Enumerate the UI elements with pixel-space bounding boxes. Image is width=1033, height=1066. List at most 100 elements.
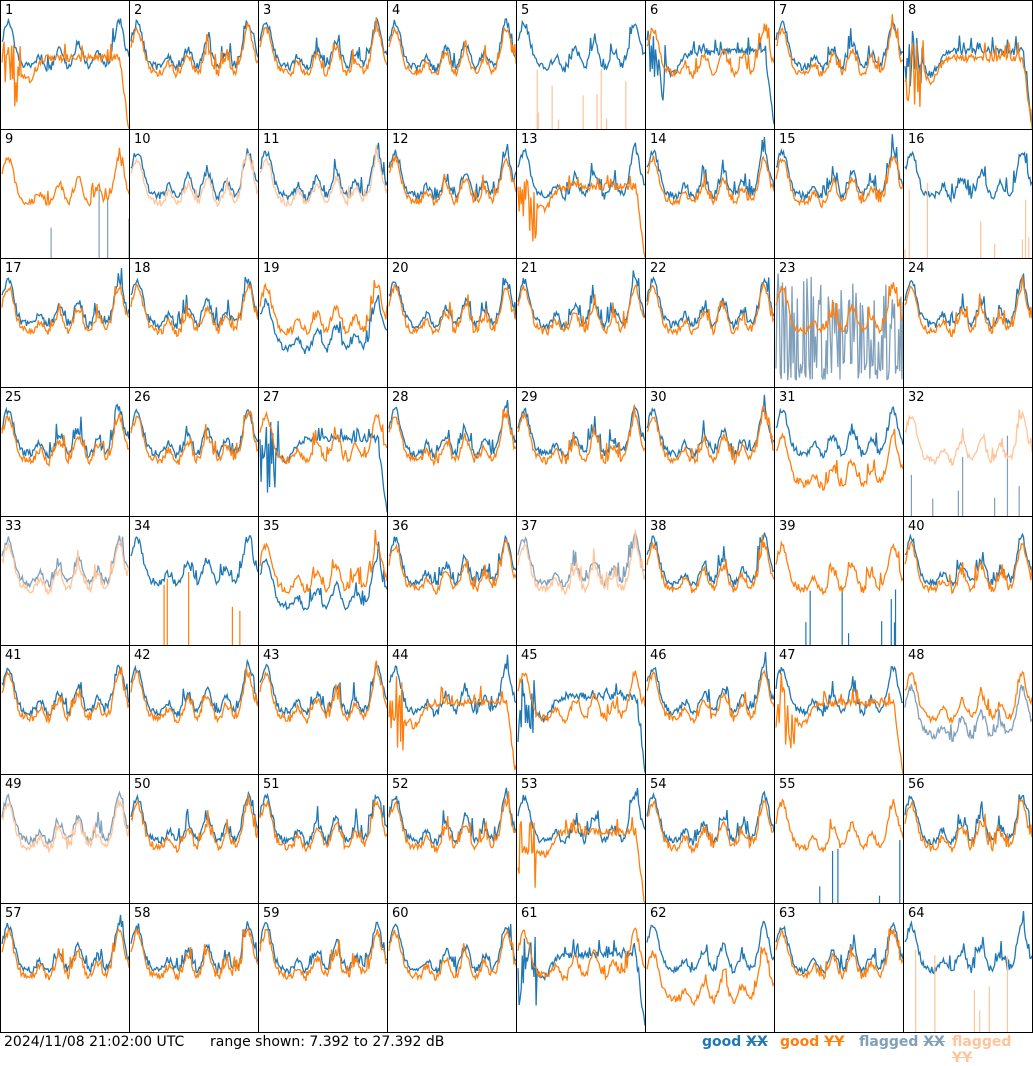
panel-number: 58	[134, 906, 151, 921]
panel-number: 47	[779, 648, 796, 663]
series-xx-line	[259, 792, 387, 848]
series-yy-line	[388, 26, 516, 77]
panel-plot	[259, 921, 387, 982]
panel-plot	[388, 143, 516, 207]
antenna-panel-4: 4	[387, 0, 516, 129]
series-yy-line	[904, 275, 1032, 338]
antenna-panel-41: 41	[0, 645, 129, 774]
panel-number: 18	[134, 261, 151, 276]
antenna-panel-25: 25	[0, 387, 129, 516]
series-yy-line	[259, 280, 387, 336]
footer: 2024/11/08 21:02:00 UTC range shown: 7.3…	[0, 1033, 1033, 1066]
panel-number: 60	[392, 906, 409, 921]
panel-plot	[775, 665, 903, 774]
panel-plot	[646, 276, 774, 337]
panel-number: 3	[263, 3, 272, 18]
antenna-panel-27: 27	[258, 387, 387, 516]
series-yy-line	[259, 660, 387, 724]
antenna-panel-26: 26	[129, 387, 258, 516]
panel-plot	[775, 798, 903, 903]
series-yy-line	[1, 284, 129, 336]
series-xx-line	[1, 268, 129, 330]
series-yy-line	[904, 409, 1032, 467]
series-yy-line	[388, 791, 516, 855]
antenna-panel-15: 15	[774, 129, 903, 258]
panel-number: 36	[392, 519, 409, 534]
antenna-panel-16: 16	[903, 129, 1032, 258]
series-yy-line	[130, 21, 258, 79]
panel-number: 11	[263, 132, 280, 147]
panel-plot	[130, 535, 258, 645]
panel-number: 13	[521, 132, 538, 147]
series-xx-line	[517, 142, 645, 202]
panel-number: 29	[521, 390, 538, 405]
panel-plot	[904, 409, 1032, 516]
panel-number: 21	[521, 261, 538, 276]
panel-plot	[1, 268, 129, 336]
panel-plot	[775, 921, 903, 981]
series-xx-line	[388, 654, 516, 718]
panel-number: 49	[5, 777, 22, 792]
antenna-panel-38: 38	[645, 516, 774, 645]
antenna-panel-32: 32	[903, 387, 1032, 516]
series-xx-line	[388, 18, 516, 73]
antenna-panel-61: 61	[516, 903, 645, 1032]
panel-plot	[388, 923, 516, 982]
panel-number: 37	[521, 519, 538, 534]
series-xx-line	[904, 30, 1032, 126]
series-xx-line	[646, 394, 774, 459]
series-xx-line	[259, 294, 387, 354]
series-xx-line	[775, 921, 903, 975]
antenna-panel-63: 63	[774, 903, 903, 1032]
antenna-panel-56: 56	[903, 774, 1032, 903]
series-yy-line	[646, 669, 774, 725]
panel-number: 35	[263, 519, 280, 534]
antenna-panel-30: 30	[645, 387, 774, 516]
panel-plot	[388, 787, 516, 855]
series-yy-line	[1, 412, 129, 468]
panel-number: 9	[5, 132, 14, 147]
antenna-panel-12: 12	[387, 129, 516, 258]
panel-plot	[646, 920, 774, 1007]
panel-plot	[904, 150, 1032, 258]
panel-number: 43	[263, 648, 280, 663]
antenna-panel-22: 22	[645, 258, 774, 387]
antenna-panel-40: 40	[903, 516, 1032, 645]
panel-plot	[646, 790, 774, 855]
series-xx-line	[646, 30, 774, 125]
panel-plot	[775, 14, 903, 78]
antenna-panel-51: 51	[258, 774, 387, 903]
panel-number: 56	[908, 777, 925, 792]
panel-plot	[904, 910, 1032, 1032]
panel-number: 46	[650, 648, 667, 663]
antenna-panel-23: 23	[774, 258, 903, 387]
antenna-panel-52: 52	[387, 774, 516, 903]
panel-plot	[517, 787, 645, 903]
antenna-panel-42: 42	[129, 645, 258, 774]
series-yy-line	[388, 538, 516, 596]
panel-number: 4	[392, 3, 401, 18]
series-yy-line	[646, 281, 774, 337]
series-yy-line	[517, 817, 645, 903]
antenna-panel-28: 28	[387, 387, 516, 516]
antenna-panel-13: 13	[516, 129, 645, 258]
antenna-panel-11: 11	[258, 129, 387, 258]
panel-plot	[646, 23, 774, 125]
series-yy-line	[775, 928, 903, 981]
panel-plot	[388, 18, 516, 77]
panel-plot	[1, 664, 129, 725]
antenna-panel-57: 57	[0, 903, 129, 1032]
series-xx-line	[646, 532, 774, 589]
antenna-panel-31: 31	[774, 387, 903, 516]
panel-number: 40	[908, 519, 925, 534]
panel-number: 48	[908, 648, 925, 663]
panel-plot	[517, 927, 645, 1026]
panel-number: 64	[908, 906, 925, 921]
antenna-panel-8: 8	[903, 0, 1032, 129]
panel-plot	[1, 147, 129, 258]
series-yy-line	[388, 676, 516, 771]
series-yy-line	[130, 793, 258, 854]
series-xx-line	[130, 790, 258, 846]
series-yy-line	[259, 144, 387, 207]
antenna-panel-36: 36	[387, 516, 516, 645]
